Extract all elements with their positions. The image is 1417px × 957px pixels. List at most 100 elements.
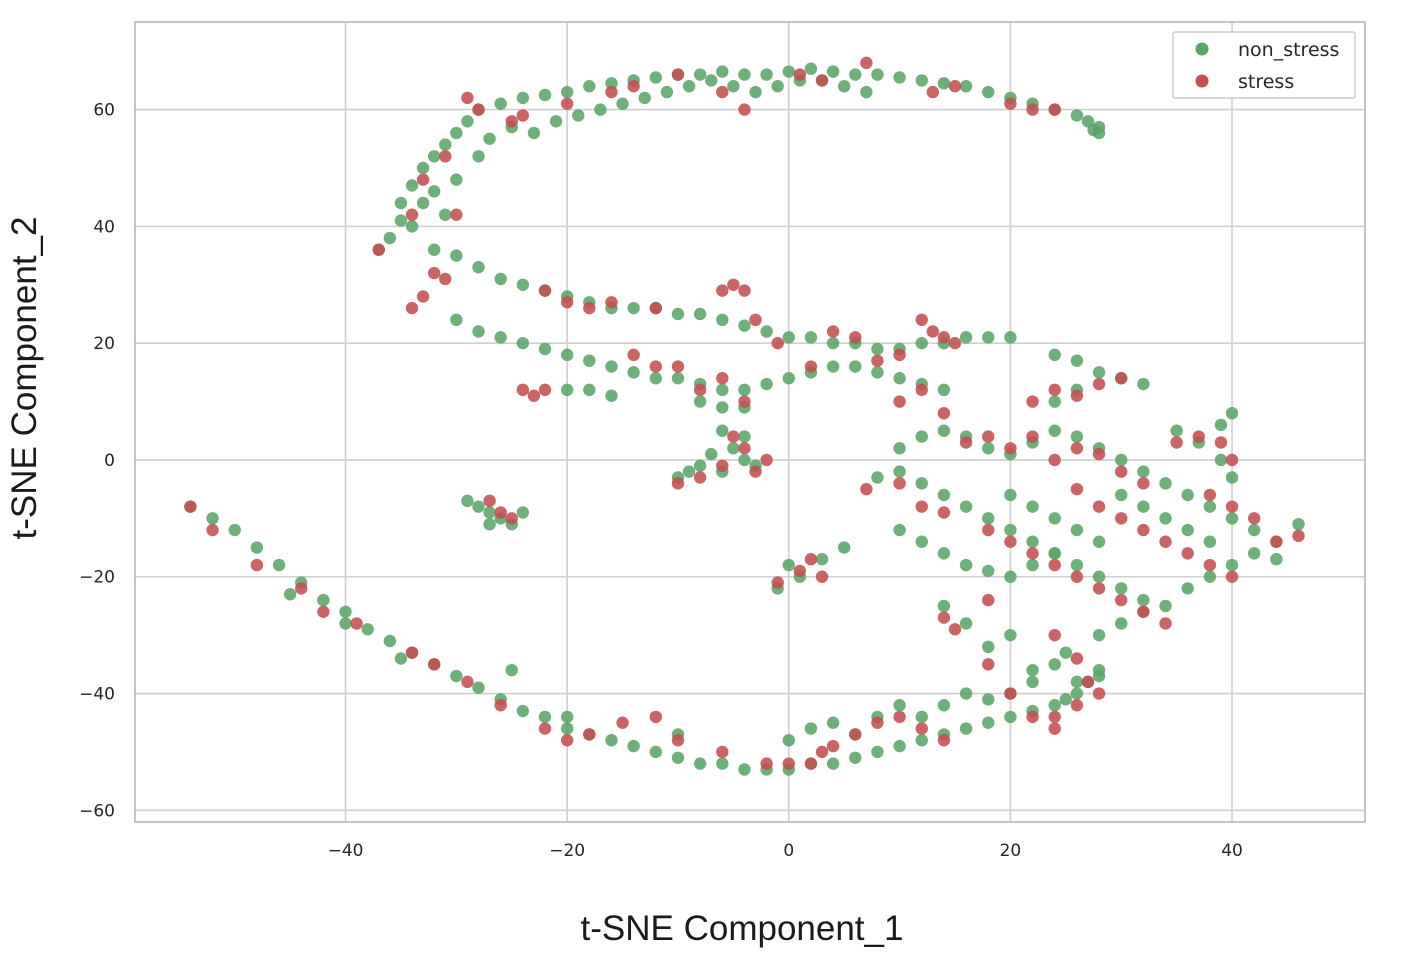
point-stress	[295, 582, 308, 595]
point-stress	[1137, 477, 1150, 490]
point-stress	[1092, 447, 1106, 461]
legend-label-non-stress: non_stress	[1238, 39, 1339, 61]
point-stress	[716, 284, 729, 297]
y-tick-label: −40	[79, 685, 115, 705]
point-non-stress	[649, 71, 663, 84]
point-non-stress	[782, 372, 795, 385]
point-stress	[427, 658, 441, 671]
point-non-stress	[849, 751, 862, 764]
point-non-stress	[439, 208, 452, 221]
point-non-stress	[804, 722, 818, 735]
point-stress	[738, 284, 751, 297]
y-tick-label: −20	[79, 568, 115, 588]
point-non-stress	[538, 710, 552, 724]
point-non-stress	[937, 699, 951, 712]
point-stress	[1048, 103, 1061, 116]
point-non-stress	[682, 465, 696, 478]
point-stress	[948, 80, 962, 93]
point-non-stress	[1004, 570, 1017, 583]
point-stress	[716, 745, 729, 759]
point-stress	[1225, 500, 1239, 513]
point-stress	[538, 284, 552, 297]
point-non-stress	[505, 663, 518, 677]
point-non-stress	[738, 430, 751, 443]
point-non-stress	[1026, 500, 1039, 513]
point-non-stress	[937, 424, 951, 437]
point-non-stress	[937, 599, 951, 613]
point-stress	[461, 91, 474, 105]
point-stress	[1170, 436, 1183, 449]
point-stress	[439, 150, 452, 163]
point-non-stress	[1115, 617, 1128, 630]
point-stress	[1092, 582, 1106, 595]
point-non-stress	[693, 307, 707, 321]
point-non-stress	[959, 80, 973, 93]
point-non-stress	[959, 500, 973, 513]
point-non-stress	[826, 757, 840, 770]
point-non-stress	[516, 506, 530, 519]
point-stress	[1048, 383, 1061, 397]
point-stress	[516, 383, 530, 397]
point-stress	[815, 570, 829, 583]
point-non-stress	[483, 132, 496, 145]
point-non-stress	[915, 74, 928, 87]
point-non-stress	[649, 372, 663, 385]
point-non-stress	[738, 319, 751, 332]
point-non-stress	[893, 442, 906, 455]
point-non-stress	[871, 745, 884, 759]
point-stress	[416, 290, 430, 303]
point-non-stress	[826, 65, 840, 78]
point-stress	[616, 716, 629, 729]
point-stress	[804, 360, 818, 373]
point-non-stress	[837, 541, 851, 554]
point-non-stress	[361, 623, 374, 636]
point-non-stress	[982, 693, 995, 706]
point-stress	[849, 728, 862, 741]
point-stress	[860, 56, 873, 70]
point-non-stress	[1092, 628, 1106, 642]
point-non-stress	[782, 331, 795, 344]
point-non-stress	[1070, 523, 1084, 537]
point-non-stress	[538, 88, 552, 102]
point-non-stress	[516, 91, 530, 105]
legend-box	[1172, 31, 1356, 99]
point-stress	[1225, 453, 1239, 467]
point-non-stress	[871, 366, 884, 379]
point-non-stress	[982, 564, 995, 578]
point-non-stress	[594, 103, 607, 116]
point-non-stress	[893, 71, 906, 84]
point-non-stress	[871, 342, 884, 356]
point-stress	[671, 68, 685, 81]
point-stress	[738, 442, 751, 455]
point-non-stress	[427, 185, 441, 198]
point-stress	[605, 85, 618, 99]
point-stress	[1137, 523, 1150, 537]
point-non-stress	[450, 126, 463, 140]
point-stress	[1214, 436, 1228, 449]
point-stress	[849, 331, 862, 344]
point-stress	[671, 477, 685, 490]
point-non-stress	[716, 757, 729, 770]
point-non-stress	[671, 372, 685, 385]
point-non-stress	[394, 652, 408, 665]
y-tick-label: 20	[93, 334, 115, 354]
point-non-stress	[516, 278, 530, 291]
point-stress	[926, 85, 940, 99]
point-non-stress	[627, 301, 640, 315]
point-non-stress	[1048, 699, 1061, 712]
point-stress	[1070, 652, 1084, 665]
point-stress	[1159, 535, 1172, 548]
point-non-stress	[915, 734, 928, 747]
point-stress	[1070, 699, 1084, 712]
point-stress	[1070, 442, 1084, 455]
point-stress	[793, 68, 807, 81]
point-stress	[472, 103, 485, 116]
point-non-stress	[494, 272, 507, 286]
point-stress	[982, 593, 995, 607]
point-non-stress	[1004, 331, 1017, 344]
point-stress	[516, 109, 530, 122]
point-non-stress	[472, 500, 485, 513]
point-stress	[937, 506, 951, 519]
point-stress	[1115, 512, 1128, 525]
point-non-stress	[982, 512, 995, 525]
